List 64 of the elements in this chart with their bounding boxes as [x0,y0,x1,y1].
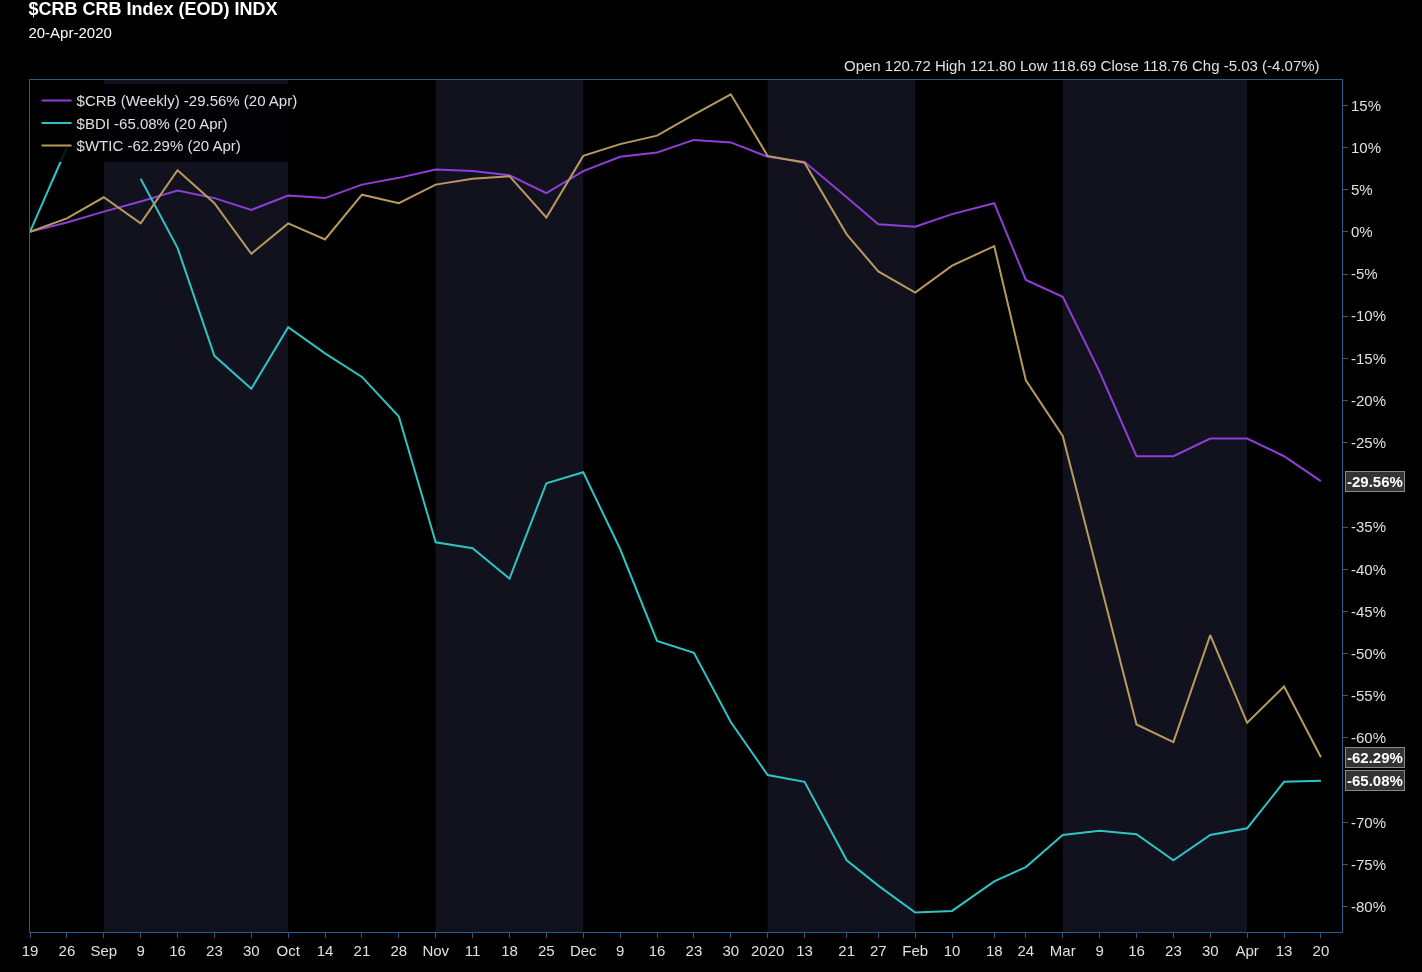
x-tick-label: 9 [136,942,145,959]
y-tick-label: 5% [1351,180,1373,198]
annotation: -29.56% [1347,473,1403,490]
x-tick-label: 30 [242,942,260,959]
y-tick-label: -5% [1351,265,1378,283]
x-tick-label: 16 [169,942,186,959]
x-tick-label: 30 [722,942,740,959]
x-tick-label: Nov [422,942,450,959]
x-tick-label: 20 [1312,942,1330,959]
x-tick-label: Oct [276,942,301,959]
y-tick-label: -80% [1351,897,1387,915]
x-tick-label: 25 [538,942,555,959]
x-tick-label: 23 [1165,942,1182,959]
x-tick-label: 18 [501,942,518,959]
x-tick-label: 23 [206,942,223,959]
x-tick-label: 19 [21,942,39,959]
y-tick-label: 10% [1351,138,1382,156]
x-tick-label: Dec [569,942,598,959]
x-tick-label: 28 [390,942,408,959]
line-series [30,93,1322,759]
y-tick-label: -25% [1351,433,1387,451]
x-tick-label: Mar [1049,942,1076,959]
x-tick-label: 27 [869,942,887,959]
text: Open 120.72 High 121.80 Low 118.69 Close 118.76 Chg -5.03 (-4.07%) [844,57,1320,74]
x-tick-label: 21 [353,942,371,959]
x-tick-label: 18 [985,942,1003,959]
x-tick-label: 24 [1017,942,1035,959]
y-tick-label: -75% [1351,855,1387,873]
y-tick-label: -45% [1351,602,1387,620]
x-tick-label: 9 [1095,942,1104,959]
x-tick-label: Apr [1235,942,1259,959]
y-tick-label: -55% [1351,687,1387,705]
legend-label: $WTIC -62.29% (20 Apr) [76,137,241,155]
chart-subtitle: 20-Apr-2020 [28,23,112,41]
x-tick-label: 9 [615,942,625,959]
y-tick-label: -20% [1351,391,1387,409]
y-tick-label: -10% [1351,307,1387,325]
x-tick-label: Feb [902,942,929,959]
y-tick-label: -50% [1351,644,1387,662]
legend-label: $CRB (Weekly) -29.56% (20 Apr) [76,92,298,110]
x-tick-label: Sep [90,942,118,959]
x-tick-label: 16 [648,942,666,959]
chart-title: $CRB CRB Index (EOD) INDX [28,0,278,19]
x-tick-label: 10 [943,942,961,959]
y-tick-label: -60% [1351,729,1387,747]
annotation: -62.29% [1347,749,1403,766]
x-tick-label: 11 [464,942,481,959]
x-tick-label: 2020 [750,942,785,959]
x-tick-label: 14 [316,942,334,959]
x-tick-label: 13 [1275,942,1293,959]
x-tick-label: 30 [1201,942,1219,959]
y-tick-label: 15% [1351,96,1382,114]
x-tick-label: 13 [796,942,813,959]
y-tick-label: -40% [1351,560,1387,578]
y-tick-label: -35% [1351,518,1387,536]
y-tick-label: -15% [1351,349,1387,367]
x-tick-label: 16 [1128,942,1145,959]
y-tick-label: 0% [1351,223,1373,241]
x-tick-label: 23 [685,942,703,959]
x-tick-label: 21 [838,942,856,959]
y-tick-label: -70% [1351,813,1387,831]
x-tick-label: 26 [58,942,76,959]
legend-label: $BDI -65.08% (20 Apr) [76,114,228,132]
annotation: -65.08% [1347,772,1403,789]
